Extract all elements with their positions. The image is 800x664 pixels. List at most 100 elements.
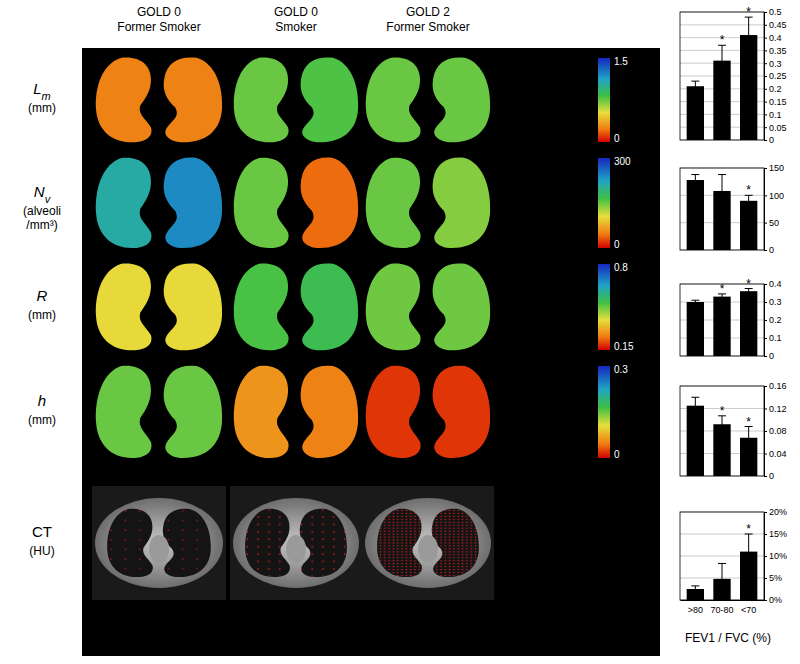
y-tick-mark bbox=[764, 250, 767, 251]
axis-line bbox=[765, 13, 768, 141]
colorbar-tick-label: 0.3 bbox=[614, 364, 628, 375]
y-tick-mark bbox=[764, 431, 767, 432]
ct-lung bbox=[377, 509, 422, 577]
plot-frame bbox=[680, 168, 764, 250]
significance-marker: * bbox=[746, 277, 751, 291]
error-cap bbox=[718, 207, 726, 208]
error-cap bbox=[718, 563, 726, 564]
lung-region bbox=[301, 158, 359, 248]
y-tick-mark bbox=[764, 195, 767, 196]
lung-region bbox=[301, 366, 359, 458]
significance-marker: * bbox=[720, 282, 725, 296]
plot-marks bbox=[687, 17, 758, 140]
y-tick-label: 0.35 bbox=[769, 46, 787, 56]
colorbar bbox=[598, 264, 610, 350]
figure: GOLD 0Former SmokerGOLD 0SmokerGOLD 2For… bbox=[0, 0, 800, 664]
error-bar bbox=[718, 563, 726, 594]
y-tick: 0.25 bbox=[764, 71, 787, 81]
error-stem bbox=[695, 300, 696, 304]
y-tick-label: 50 bbox=[769, 218, 779, 228]
x-tick-label: 70-80 bbox=[710, 605, 733, 615]
y-tick: 0% bbox=[764, 595, 782, 605]
y-tick-label: 0.4 bbox=[769, 33, 782, 43]
significance-marker: * bbox=[746, 522, 751, 536]
column-header-line: Smoker bbox=[275, 20, 316, 34]
y-tick-mark bbox=[764, 114, 767, 115]
error-cap bbox=[691, 185, 699, 186]
y-tick: 0.3 bbox=[764, 59, 782, 69]
y-tick-label: 0 bbox=[769, 471, 774, 481]
lung-region bbox=[96, 158, 152, 248]
y-tick-mark bbox=[764, 140, 767, 141]
lung-region bbox=[164, 366, 222, 458]
y-tick-mark bbox=[764, 223, 767, 224]
y-tick: 0.08 bbox=[764, 426, 787, 436]
error-cap bbox=[691, 81, 699, 82]
ct-lungs bbox=[245, 509, 347, 577]
error-bar bbox=[691, 397, 699, 414]
error-bar bbox=[718, 416, 726, 433]
error-stem bbox=[722, 175, 723, 208]
y-tick: 10% bbox=[764, 551, 787, 561]
y-axis: 00.040.080.120.16 bbox=[764, 381, 787, 481]
y-axis: 050100150 bbox=[764, 163, 784, 255]
significance-marker: * bbox=[746, 415, 751, 429]
bar bbox=[713, 297, 730, 356]
y-tick-mark bbox=[764, 534, 767, 535]
y-tick-mark bbox=[764, 63, 767, 64]
colorbar-tick-label: 300 bbox=[614, 156, 631, 167]
ct-lungs bbox=[377, 509, 479, 577]
ct-lung bbox=[432, 509, 479, 577]
y-tick-label: 15% bbox=[769, 529, 787, 539]
y-tick-mark bbox=[764, 284, 767, 285]
ct-image bbox=[362, 486, 494, 600]
row-unit: (HU) bbox=[29, 544, 54, 558]
error-bar bbox=[691, 586, 699, 592]
column-header: GOLD 0Former Smoker bbox=[117, 5, 200, 34]
lung-region bbox=[96, 264, 152, 351]
error-stem bbox=[748, 17, 749, 53]
y-axis: 00.050.10.150.20.250.30.350.40.450.5 bbox=[764, 7, 787, 145]
ct-heart bbox=[149, 535, 169, 563]
lung-map bbox=[234, 263, 358, 350]
axis-line bbox=[765, 169, 768, 251]
y-tick-label: 0.4 bbox=[769, 279, 782, 289]
lung-region bbox=[433, 263, 491, 350]
error-cap bbox=[745, 449, 753, 450]
lung-region bbox=[96, 57, 152, 142]
y-tick-label: 0.08 bbox=[769, 426, 787, 436]
bar bbox=[687, 180, 704, 250]
plot-marks bbox=[687, 175, 758, 250]
y-tick: 0.2 bbox=[764, 84, 782, 94]
lung-region bbox=[366, 366, 421, 458]
lung-region bbox=[366, 57, 421, 142]
colorbar-tick-label: 0 bbox=[614, 133, 620, 144]
x-tick-label: >80 bbox=[688, 605, 703, 615]
error-cap bbox=[691, 174, 699, 175]
ct-body bbox=[233, 498, 359, 588]
ct-emphysema bbox=[432, 509, 479, 577]
error-cap bbox=[691, 397, 699, 398]
y-tick-label: 0.5 bbox=[769, 7, 782, 17]
y-tick-label: 150 bbox=[769, 163, 784, 173]
y-tick-mark bbox=[764, 102, 767, 103]
bar-chart: 00.050.10.150.20.250.30.350.40.450.5** bbox=[680, 5, 787, 145]
ct-heart bbox=[286, 535, 306, 563]
y-tick-mark bbox=[764, 454, 767, 455]
y-tick: 0.15 bbox=[764, 97, 787, 107]
ct-lungs bbox=[107, 509, 211, 577]
bar bbox=[740, 201, 757, 250]
row-label: Nv bbox=[34, 183, 52, 205]
lung-region bbox=[234, 57, 289, 142]
lung-map bbox=[366, 366, 490, 458]
row-unit: (mm) bbox=[28, 101, 56, 115]
lung-region bbox=[433, 366, 491, 458]
bar-chart: 00.040.080.120.16** bbox=[680, 381, 787, 481]
error-cap bbox=[745, 52, 753, 53]
y-tick: 0.12 bbox=[764, 404, 787, 414]
y-tick-mark bbox=[764, 320, 767, 321]
y-tick: 20% bbox=[764, 507, 787, 517]
error-stem bbox=[722, 416, 723, 433]
y-tick-label: 0.3 bbox=[769, 297, 782, 307]
column-header-line: GOLD 2 bbox=[406, 5, 450, 19]
